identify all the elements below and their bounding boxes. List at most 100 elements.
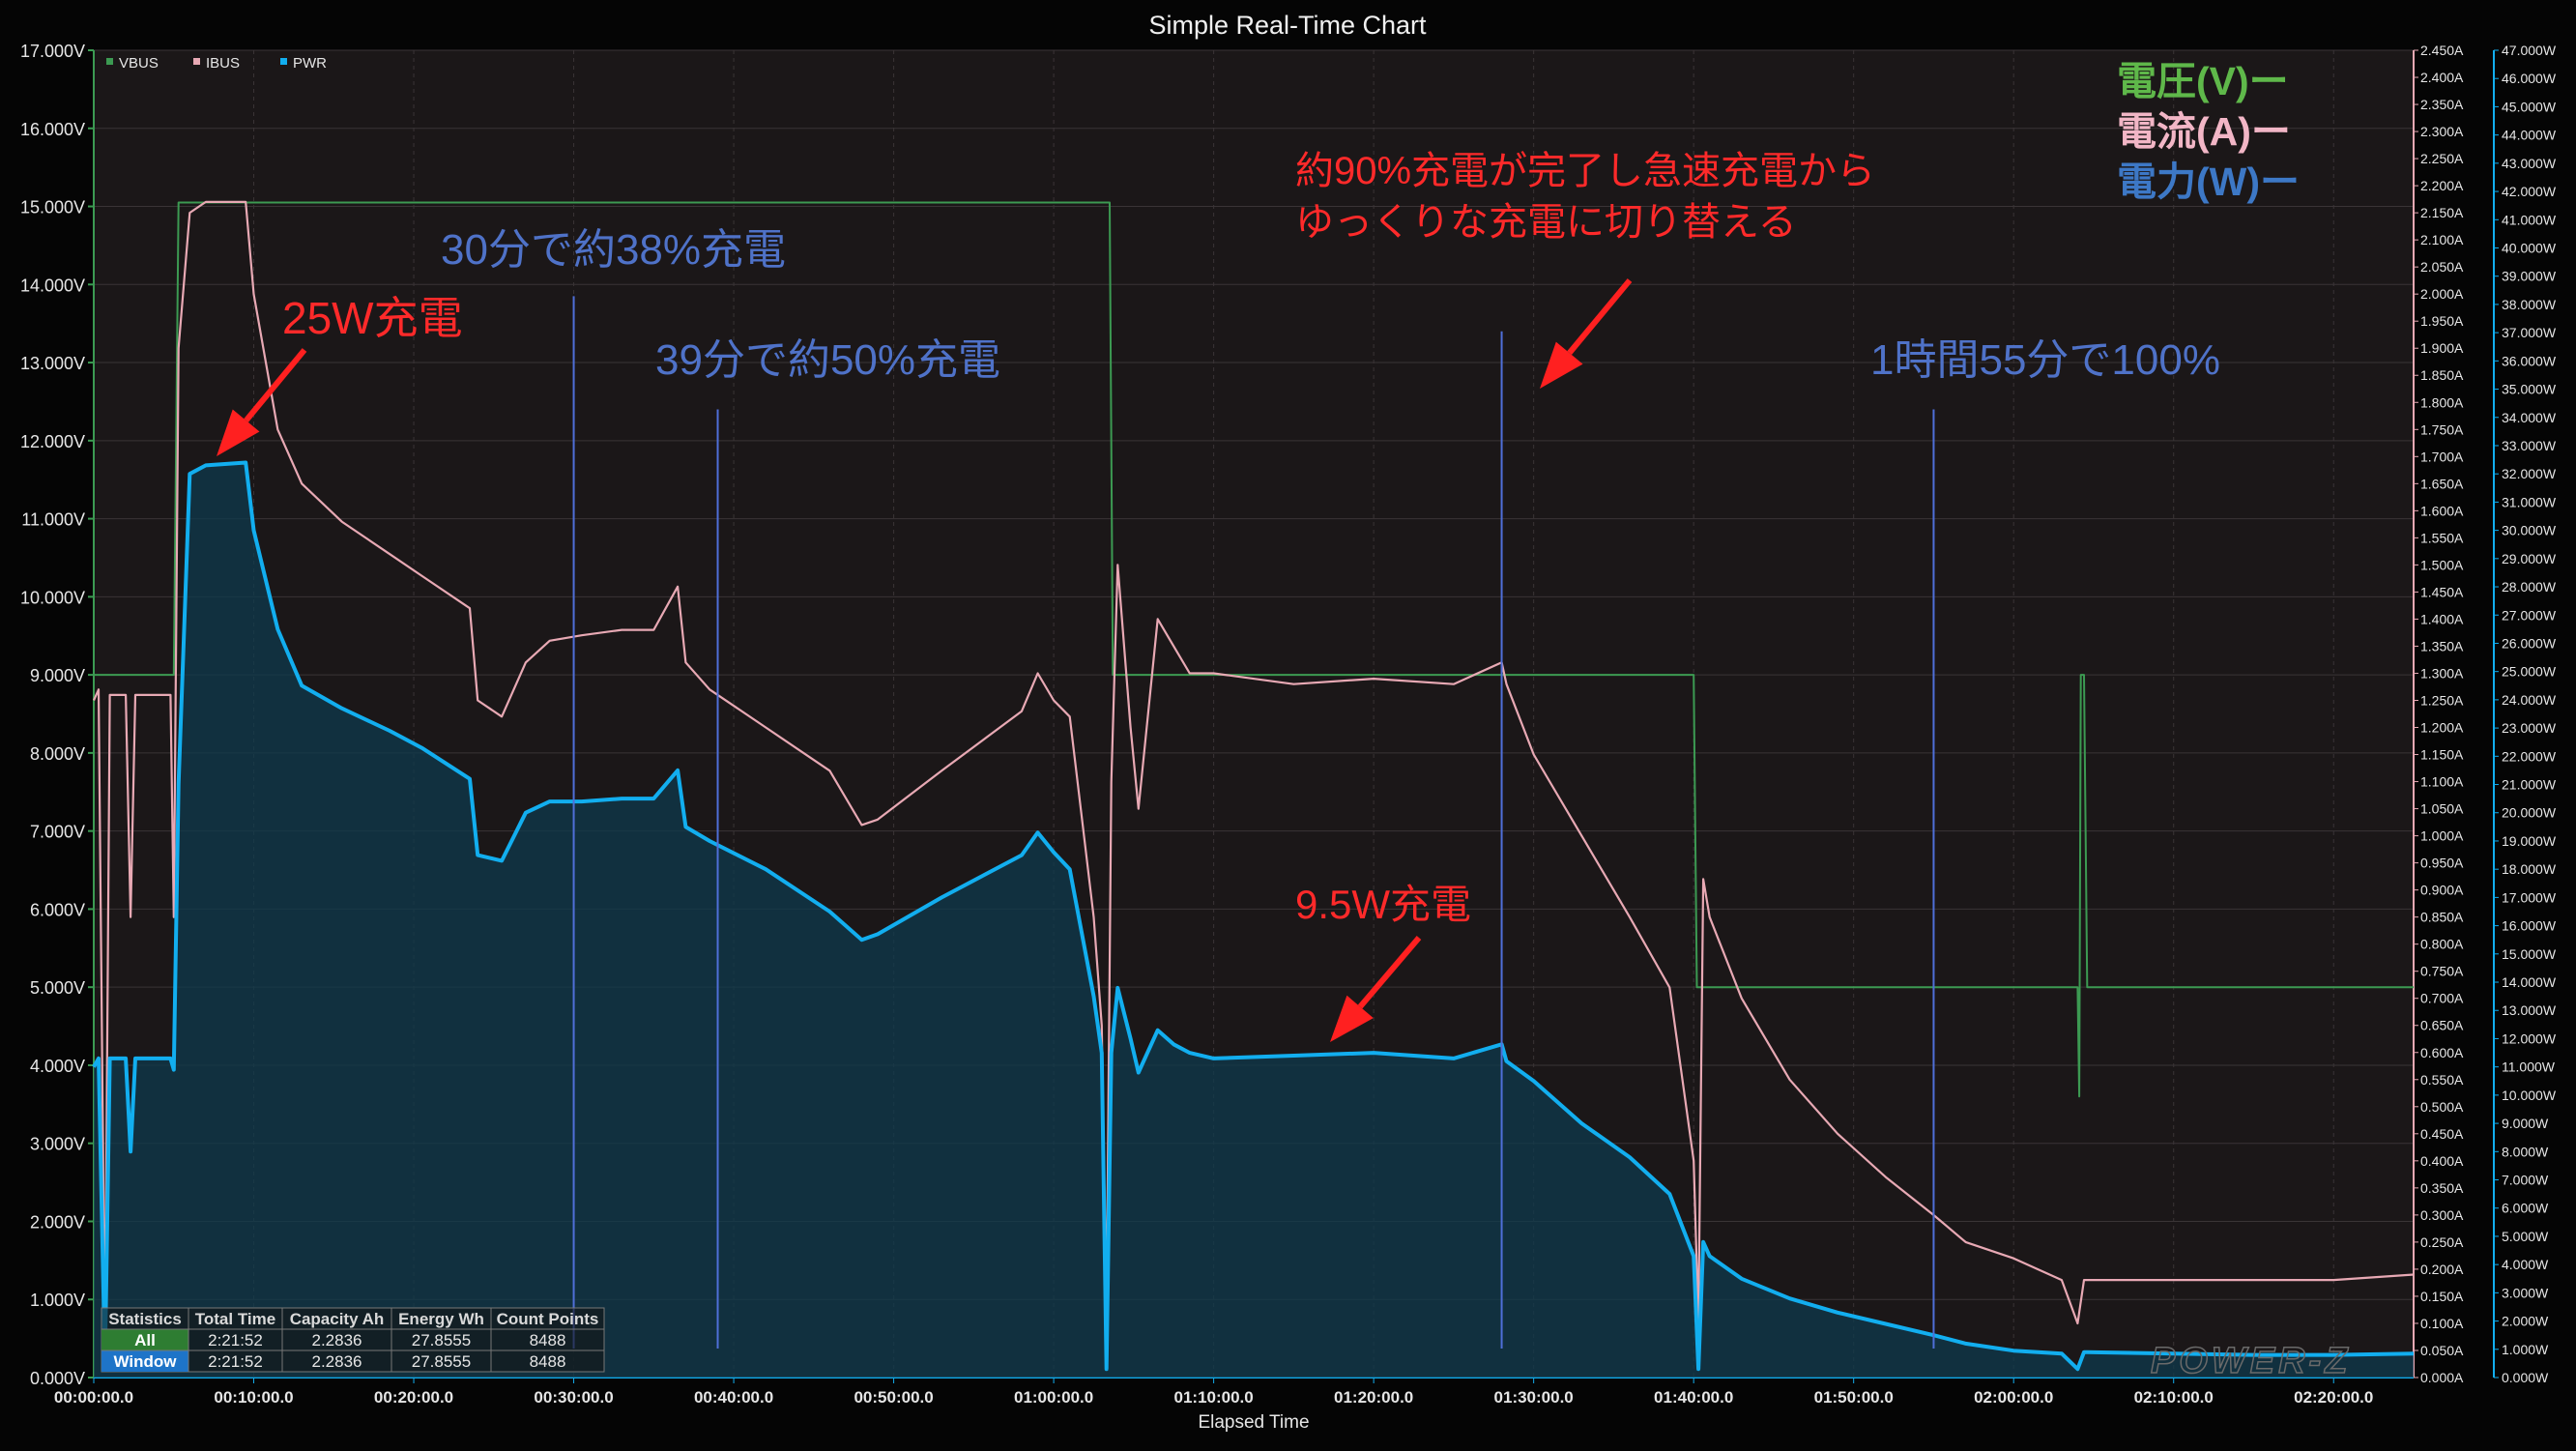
arrow-9-5w-head bbox=[1330, 995, 1374, 1042]
stats-cell: 8488 bbox=[530, 1331, 566, 1349]
stats-header: Statistics bbox=[108, 1310, 182, 1328]
stats-cell: 27.8555 bbox=[412, 1331, 471, 1349]
current-tick-label: 2.400A bbox=[2420, 70, 2464, 85]
power-tick-label: 25.000W bbox=[2502, 664, 2557, 680]
current-tick-label: 1.600A bbox=[2420, 503, 2464, 518]
current-tick-label: 0.750A bbox=[2420, 964, 2464, 979]
current-tick-label: 1.250A bbox=[2420, 692, 2464, 708]
current-tick-label: 0.700A bbox=[2420, 991, 2464, 1006]
current-tick-label: 0.550A bbox=[2420, 1072, 2464, 1088]
stats-row-label: Window bbox=[114, 1352, 178, 1371]
annotation-2: 30分で約38%充電 bbox=[441, 226, 786, 274]
power-tick-label: 10.000W bbox=[2502, 1088, 2557, 1103]
current-tick-label: 2.050A bbox=[2420, 259, 2464, 275]
current-tick-label: 0.450A bbox=[2420, 1126, 2464, 1142]
power-tick-label: 23.000W bbox=[2502, 720, 2557, 736]
overlay-legend-1: 電圧(V)ー bbox=[2117, 59, 2289, 103]
power-tick-label: 19.000W bbox=[2502, 833, 2557, 849]
x-tick-label: 00:20:00.0 bbox=[374, 1388, 453, 1407]
current-tick-label: 0.100A bbox=[2420, 1316, 2464, 1331]
current-tick-label: 2.450A bbox=[2420, 43, 2464, 58]
current-tick-label: 0.650A bbox=[2420, 1018, 2464, 1033]
stats-header: Total Time bbox=[195, 1310, 275, 1328]
left-tick-label: 12.000V bbox=[20, 432, 85, 451]
power-tick-label: 34.000W bbox=[2502, 410, 2557, 425]
arrow-9-5w-shaft bbox=[1357, 936, 1422, 1009]
current-tick-label: 1.800A bbox=[2420, 394, 2464, 410]
arrow-25w bbox=[217, 348, 307, 456]
x-tick-label: 00:10:00.0 bbox=[214, 1388, 293, 1407]
stats-header: Capacity Ah bbox=[290, 1310, 385, 1328]
current-tick-label: 2.000A bbox=[2420, 286, 2464, 302]
right-axis-power-ticks: 0.000W 1.000W 2.000W 3.000W 4.000W 5.000W 6.00… bbox=[2494, 43, 2557, 1385]
power-tick-label: 46.000W bbox=[2502, 71, 2557, 86]
x-tick-label: 00:30:00.0 bbox=[534, 1388, 613, 1407]
left-tick-label: 6.000V bbox=[30, 900, 85, 919]
x-tick-label: 01:10:00.0 bbox=[1174, 1388, 1254, 1407]
power-tick-label: 26.000W bbox=[2502, 635, 2557, 651]
power-tick-label: 14.000W bbox=[2502, 974, 2557, 990]
power-tick-label: 15.000W bbox=[2502, 946, 2557, 962]
stats-cell: 8488 bbox=[530, 1352, 566, 1371]
legend-label-ibus: IBUS bbox=[206, 55, 240, 72]
annotation-3: 39分で約50%充電 bbox=[655, 336, 1000, 384]
annotation-5: ゆっくりな充電に切り替える bbox=[1295, 201, 1797, 244]
arrow-switch-shaft bbox=[1567, 278, 1633, 355]
annotation-1: 25W充電 bbox=[282, 293, 463, 343]
left-tick-label: 4.000V bbox=[30, 1057, 85, 1076]
x-tick-label: 02:00:00.0 bbox=[1974, 1388, 2053, 1407]
annotation-7: 1時間55分で100% bbox=[1870, 336, 2220, 384]
left-tick-label: 9.000V bbox=[30, 666, 85, 685]
power-tick-label: 13.000W bbox=[2502, 1002, 2557, 1018]
current-tick-label: 2.200A bbox=[2420, 178, 2464, 193]
stats-header: Count Points bbox=[497, 1310, 599, 1328]
power-tick-label: 8.000W bbox=[2502, 1144, 2549, 1159]
power-tick-label: 42.000W bbox=[2502, 184, 2557, 199]
power-tick-label: 38.000W bbox=[2502, 297, 2557, 312]
x-tick-label: 01:00:00.0 bbox=[1014, 1388, 1093, 1407]
power-tick-label: 43.000W bbox=[2502, 156, 2557, 171]
power-tick-label: 7.000W bbox=[2502, 1173, 2549, 1188]
arrow-25w-head bbox=[217, 409, 260, 456]
current-tick-label: 0.800A bbox=[2420, 937, 2464, 952]
current-tick-label: 1.700A bbox=[2420, 449, 2464, 464]
power-tick-label: 44.000W bbox=[2502, 128, 2557, 143]
legend-swatch bbox=[280, 58, 287, 65]
current-tick-label: 1.050A bbox=[2420, 801, 2464, 817]
pwr-area bbox=[94, 462, 2414, 1378]
power-tick-label: 21.000W bbox=[2502, 777, 2557, 793]
statistics-table: Statistics Total Time Capacity Ah Energy Wh… bbox=[101, 1307, 605, 1373]
arrow-switch bbox=[1540, 278, 1633, 389]
power-tick-label: 47.000W bbox=[2502, 43, 2557, 58]
overlay-legend-2: 電流(A)ー bbox=[2117, 109, 2291, 154]
power-tick-label: 5.000W bbox=[2502, 1229, 2549, 1244]
stats-row-label-bg bbox=[101, 1350, 188, 1372]
x-axis-label: Elapsed Time bbox=[1198, 1412, 1309, 1433]
power-tick-label: 20.000W bbox=[2502, 805, 2557, 821]
current-tick-label: 0.900A bbox=[2420, 883, 2464, 898]
current-tick-label: 1.350A bbox=[2420, 638, 2464, 653]
power-tick-label: 18.000W bbox=[2502, 861, 2557, 877]
x-tick-label: 01:30:00.0 bbox=[1494, 1388, 1574, 1407]
arrow-9-5w bbox=[1330, 936, 1422, 1042]
annotation-4: 約90%充電が完了し急速充電から bbox=[1295, 150, 1875, 192]
current-tick-label: 0.300A bbox=[2420, 1207, 2464, 1223]
annotation-6: 9.5W充電 bbox=[1295, 882, 1471, 927]
current-tick-label: 1.850A bbox=[2420, 367, 2464, 383]
stats-cell: 2:21:52 bbox=[208, 1331, 263, 1349]
stats-row-label-bg bbox=[101, 1329, 188, 1350]
power-tick-label: 45.000W bbox=[2502, 99, 2557, 114]
current-tick-label: 1.400A bbox=[2420, 611, 2464, 626]
current-tick-label: 0.600A bbox=[2420, 1045, 2464, 1060]
current-tick-label: 1.500A bbox=[2420, 557, 2464, 572]
x-tick-label: 02:20:00.0 bbox=[2294, 1388, 2373, 1407]
legend-label-pwr: PWR bbox=[293, 55, 327, 72]
current-tick-label: 1.200A bbox=[2420, 720, 2464, 736]
power-tick-label: 3.000W bbox=[2502, 1285, 2549, 1300]
series-pwr-line bbox=[92, 460, 2415, 1372]
current-tick-label: 1.100A bbox=[2420, 774, 2464, 790]
current-tick-label: 2.100A bbox=[2420, 232, 2464, 247]
arrow-25w-shaft bbox=[244, 348, 307, 422]
power-tick-label: 37.000W bbox=[2502, 325, 2557, 340]
